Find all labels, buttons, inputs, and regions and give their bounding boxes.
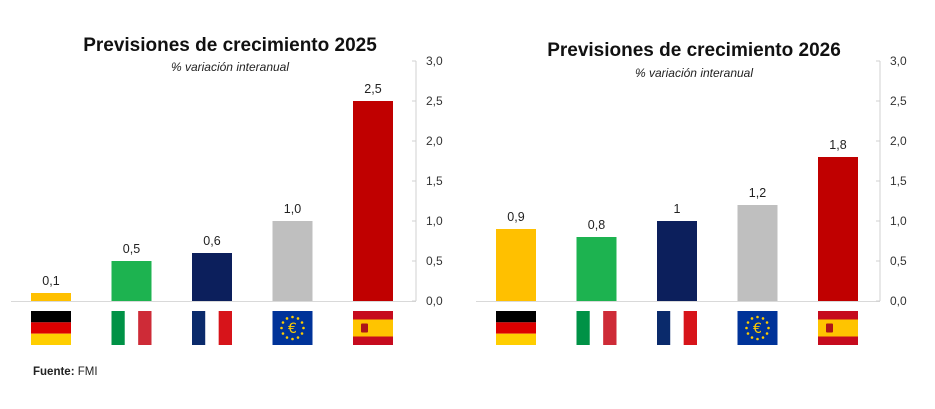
data-label: 1,2 — [749, 186, 766, 200]
y-tick-label: 3,0 — [426, 54, 443, 68]
y-tick-label: 2,0 — [426, 134, 443, 148]
source-label: Fuente: — [33, 366, 75, 378]
eu-flag-icon: € — [272, 311, 313, 345]
bar — [353, 101, 393, 301]
data-label: 1,0 — [284, 202, 301, 216]
italy-flag-icon — [111, 311, 152, 345]
bar — [657, 221, 697, 301]
y-tick-label: 3,0 — [890, 54, 907, 68]
y-tick-label: 0,0 — [890, 294, 907, 308]
y-tick-label: 2,5 — [426, 94, 443, 108]
france-flag-icon — [657, 311, 697, 345]
data-label: 0,9 — [507, 210, 524, 224]
bar — [737, 205, 778, 301]
svg-text:€: € — [753, 321, 762, 337]
chart-title: Previsiones de crecimiento 2025 — [83, 35, 377, 56]
chart-subtitle: % variación interanual — [171, 60, 289, 74]
y-tick-label: 2,0 — [890, 134, 907, 148]
bar — [31, 293, 71, 301]
y-tick-label: 0,0 — [426, 294, 443, 308]
data-label: 2,5 — [364, 82, 381, 96]
data-label: 1 — [674, 202, 681, 216]
y-tick-label: 1,0 — [426, 214, 443, 228]
y-tick-label: 2,5 — [890, 94, 907, 108]
data-label: 1,8 — [829, 138, 846, 152]
source-value: FMI — [77, 366, 98, 378]
bar — [576, 237, 617, 301]
bar — [272, 221, 313, 301]
eu-flag-icon: € — [737, 311, 778, 345]
y-tick-label: 1,0 — [890, 214, 907, 228]
y-tick-label: 1,5 — [426, 174, 443, 188]
source-note: Fuente: FMI — [33, 366, 98, 378]
chart-subtitle: % variación interanual — [635, 66, 753, 80]
data-label: 0,6 — [203, 234, 220, 248]
bar — [192, 253, 232, 301]
bar — [818, 157, 858, 301]
bar — [111, 261, 152, 301]
chart-2026: Previsiones de crecimiento 2026 % variac… — [476, 40, 907, 345]
y-tick-label: 0,5 — [890, 254, 907, 268]
france-flag-icon — [192, 311, 232, 345]
germany-flag-icon — [496, 311, 536, 345]
bar — [496, 229, 536, 301]
data-label: 0,5 — [123, 242, 140, 256]
y-tick-label: 1,5 — [890, 174, 907, 188]
data-label: 0,1 — [42, 274, 59, 288]
spain-flag-icon — [818, 311, 858, 345]
y-tick-label: 0,5 — [426, 254, 443, 268]
spain-flag-icon — [353, 311, 393, 345]
svg-text:€: € — [288, 321, 297, 337]
chart-title: Previsiones de crecimiento 2026 — [547, 40, 841, 61]
chart-2025: Previsiones de crecimiento 2025 % variac… — [11, 35, 443, 345]
germany-flag-icon — [31, 311, 71, 345]
data-label: 0,8 — [588, 218, 605, 232]
italy-flag-icon — [576, 311, 617, 345]
